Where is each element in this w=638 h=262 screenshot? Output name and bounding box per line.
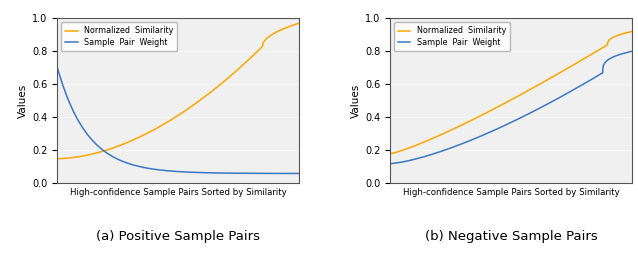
- X-axis label: High-confidence Sample Pairs Sorted by Similarity: High-confidence Sample Pairs Sorted by S…: [403, 188, 619, 196]
- Legend: Normalized  Similarity, Sample  Pair  Weight: Normalized Similarity, Sample Pair Weigh…: [61, 22, 177, 51]
- Text: (b) Negative Sample Pairs: (b) Negative Sample Pairs: [425, 230, 597, 243]
- Y-axis label: Values: Values: [351, 84, 361, 118]
- Y-axis label: Values: Values: [18, 84, 28, 118]
- Text: (a) Positive Sample Pairs: (a) Positive Sample Pairs: [96, 230, 260, 243]
- Legend: Normalized  Similarity, Sample  Pair  Weight: Normalized Similarity, Sample Pair Weigh…: [394, 22, 510, 51]
- X-axis label: High-confidence Sample Pairs Sorted by Similarity: High-confidence Sample Pairs Sorted by S…: [70, 188, 286, 196]
